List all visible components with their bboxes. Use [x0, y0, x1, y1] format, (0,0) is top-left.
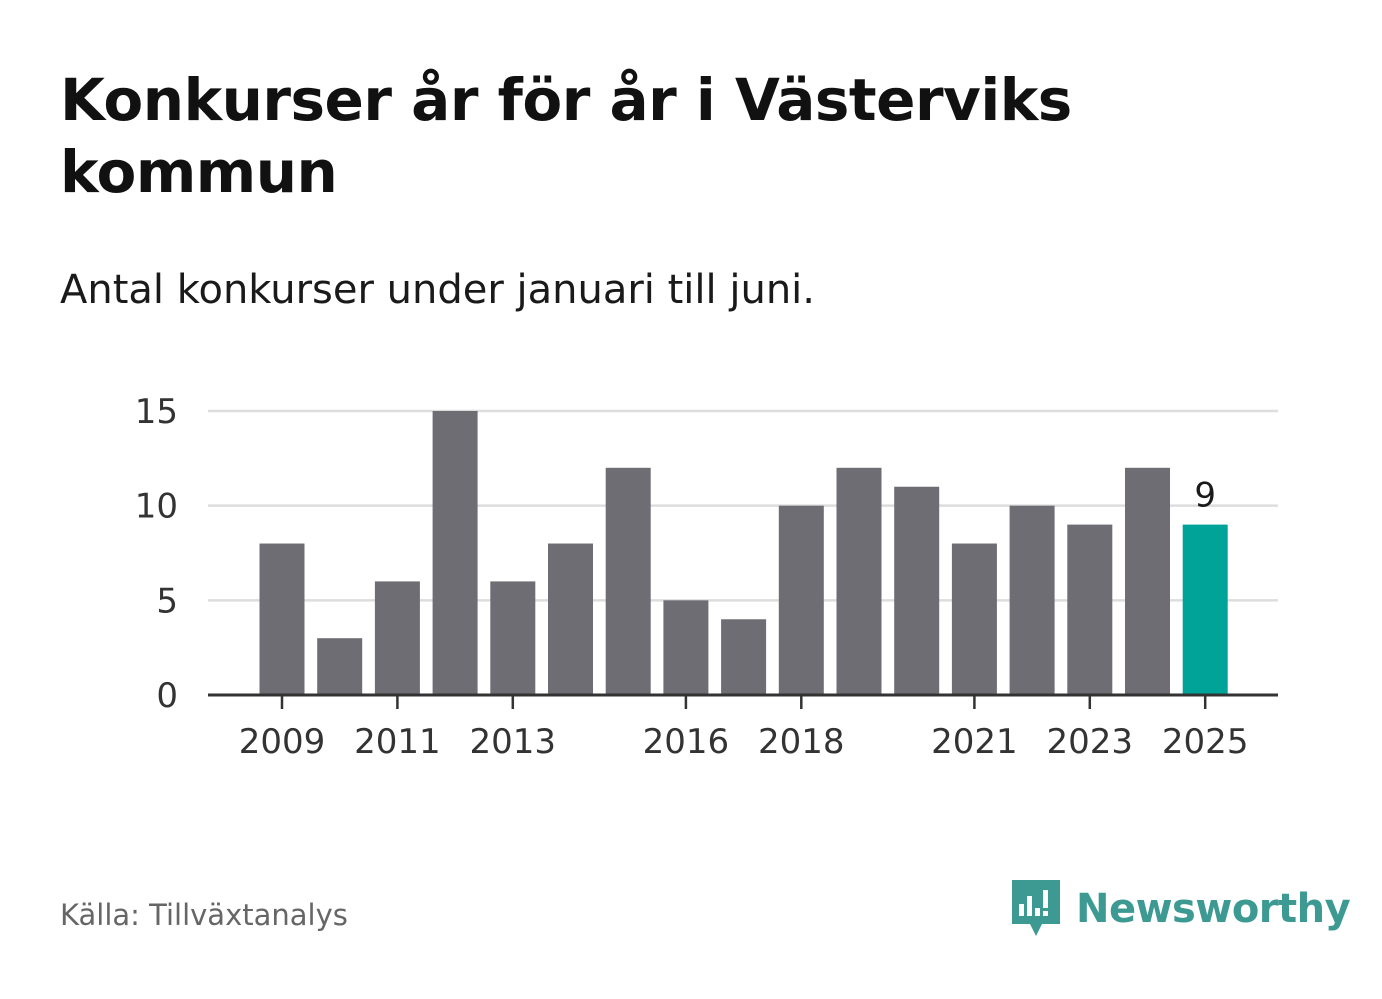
- x-tick-label: 2018: [758, 722, 845, 762]
- bar-2011: [374, 581, 420, 695]
- bar-2018: [778, 505, 824, 695]
- y-tick-label: 5: [156, 581, 178, 621]
- grid-lines: [208, 409, 1278, 602]
- bar-2009: [259, 543, 305, 695]
- source-note: Källa: Tillväxtanalys: [60, 898, 348, 932]
- x-tick-label: 2016: [643, 722, 730, 762]
- bar-2016: [663, 600, 709, 695]
- bar-2010: [317, 638, 363, 695]
- chart-title: Konkurser år för år i Västerviks kommun: [60, 66, 1072, 206]
- x-tick-label: 2021: [931, 722, 1018, 762]
- bar-2012: [432, 411, 478, 695]
- y-tick-label: 15: [135, 392, 178, 432]
- x-tick-label: 2023: [1047, 722, 1134, 762]
- x-tick-label: 2009: [239, 722, 326, 762]
- x-tick-label: 2025: [1162, 722, 1249, 762]
- y-tick-label: 10: [135, 487, 178, 527]
- bar-2023: [1067, 524, 1113, 695]
- bar-2015: [605, 467, 651, 695]
- x-tick-label: 2011: [354, 722, 441, 762]
- data-label-2025: 9: [1194, 476, 1216, 516]
- x-tick-label: 2013: [470, 722, 557, 762]
- bar-2021: [951, 543, 997, 695]
- bars: [259, 411, 1228, 695]
- bar-2014: [548, 543, 593, 695]
- brand-name: Newsworthy: [1076, 886, 1351, 932]
- bar-2020: [894, 486, 940, 695]
- bar-2013: [490, 581, 536, 695]
- bar-2022: [1009, 505, 1055, 695]
- chart-subtitle: Antal konkurser under januari till juni.: [60, 267, 815, 313]
- newsworthy-logo-icon: [1012, 880, 1060, 936]
- labels: 0 5 10 15 9 2009 2011 2013 2016 2018 2021 2023 2025: [135, 392, 1249, 762]
- bar-2017: [721, 619, 767, 695]
- bar-2019: [836, 467, 882, 695]
- y-tick-label: 0: [156, 676, 178, 716]
- bar-2024: [1125, 467, 1170, 695]
- brand: Newsworthy: [1010, 876, 1351, 942]
- axes: [208, 693, 1278, 709]
- bar-2025: [1182, 524, 1228, 695]
